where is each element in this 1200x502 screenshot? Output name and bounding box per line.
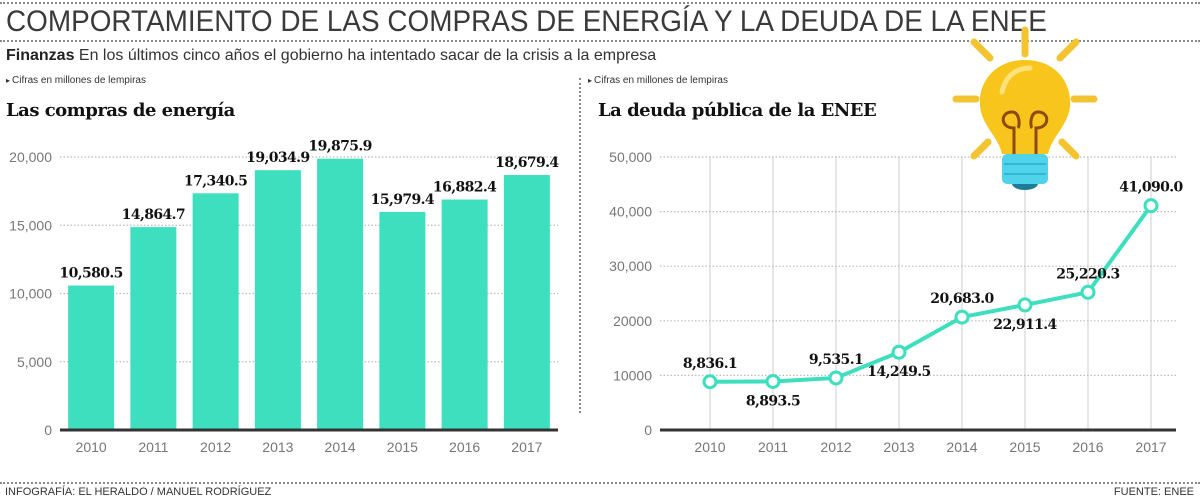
data-point-2010 bbox=[702, 374, 718, 390]
point-value-label: 8,893.5 bbox=[746, 393, 800, 409]
note-marker-icon: ▸ bbox=[588, 76, 593, 85]
x-tick-label: 2011 bbox=[758, 439, 788, 455]
subtitle-text: En los últimos cinco años el gobierno ha… bbox=[74, 47, 657, 64]
page-title: COMPORTAMIENTO DE LAS COMPRAS DE ENERGÍA… bbox=[6, 5, 1047, 38]
bar-value-label: 16,882.4 bbox=[433, 180, 497, 196]
subtitle: Finanzas En los últimos cinco años el go… bbox=[6, 47, 656, 65]
x-tick-label: 2016 bbox=[449, 439, 480, 455]
data-point-2015 bbox=[1017, 297, 1033, 313]
x-tick-label: 2010 bbox=[694, 439, 725, 455]
x-tick-label: 2017 bbox=[511, 439, 542, 455]
data-point-2017 bbox=[1143, 198, 1159, 214]
note-marker-icon: ▸ bbox=[6, 76, 11, 85]
data-point-2016 bbox=[1080, 284, 1096, 300]
left-note-text: Cifras en millones de lempiras bbox=[12, 75, 146, 86]
right-chart-title: La deuda pública de la ENEE bbox=[598, 100, 877, 121]
point-value-label: 41,090.0 bbox=[1119, 180, 1183, 196]
x-tick-label: 2010 bbox=[76, 439, 107, 455]
bar-value-label: 19,034.9 bbox=[246, 150, 309, 166]
y-tick-label: 50,000 bbox=[609, 149, 652, 165]
debt-series-line bbox=[709, 204, 1153, 384]
bar-2016 bbox=[441, 199, 488, 430]
bar-2015 bbox=[379, 211, 426, 430]
y-tick-label: 40,000 bbox=[609, 204, 652, 220]
x-tick-label: 2014 bbox=[325, 439, 356, 455]
lightbulb-icon bbox=[952, 26, 1098, 190]
x-tick-label: 2017 bbox=[1135, 439, 1166, 455]
bar-2013 bbox=[254, 170, 301, 430]
data-point-2013 bbox=[891, 344, 907, 360]
bar-2012 bbox=[192, 193, 239, 430]
point-value-label: 14,249.5 bbox=[867, 364, 930, 380]
line-chart-enee-debt: 0 10000 20000 30,000 40,000 50,000 8,836.1 2010… bbox=[609, 149, 1184, 455]
bar-value-label: 19,875.9 bbox=[308, 139, 371, 155]
source-text: FUENTE: ENEE bbox=[1113, 486, 1194, 498]
bar-value-label: 10,580.5 bbox=[59, 266, 122, 282]
point-value-label: 20,683.0 bbox=[930, 291, 994, 307]
right-chart-note: ▸ Cifras en millones de lempiras bbox=[588, 75, 728, 86]
right-note-text: Cifras en millones de lempiras bbox=[594, 75, 728, 86]
left-chart-note: ▸ Cifras en millones de lempiras bbox=[6, 75, 146, 86]
point-value-label: 9,535.1 bbox=[809, 352, 863, 368]
bar-chart-energy-purchases: 0 5,000 10,000 15,000 20,000 10,580.5 2010 14,8… bbox=[9, 139, 560, 455]
x-tick-label: 2016 bbox=[1072, 439, 1103, 455]
y-tick-label: 20,000 bbox=[9, 149, 52, 165]
x-tick-label: 2015 bbox=[387, 439, 418, 455]
footer-rule bbox=[0, 482, 1200, 484]
bar-value-label: 14,864.7 bbox=[122, 207, 185, 223]
bar-value-label: 18,679.4 bbox=[495, 155, 559, 171]
x-tick-label: 2015 bbox=[1009, 439, 1040, 455]
data-point-2011 bbox=[765, 373, 781, 389]
y-tick-label: 10000 bbox=[613, 367, 652, 383]
point-value-label: 22,911.4 bbox=[993, 317, 1057, 333]
data-point-2012 bbox=[828, 370, 844, 386]
left-chart-title: Las compras de energía bbox=[6, 100, 235, 121]
x-tick-label: 2013 bbox=[262, 439, 293, 455]
y-tick-label: 0 bbox=[644, 422, 652, 438]
point-value-label: 8,836.1 bbox=[683, 356, 737, 372]
x-tick-label: 2012 bbox=[820, 439, 851, 455]
column-divider bbox=[579, 78, 581, 413]
y-tick-label: 10,000 bbox=[9, 286, 52, 302]
title-rule bbox=[0, 40, 1200, 42]
x-tick-label: 2012 bbox=[200, 439, 231, 455]
top-rule bbox=[0, 2, 1200, 4]
y-tick-label: 5,000 bbox=[17, 354, 52, 370]
y-tick-label: 20000 bbox=[613, 313, 652, 329]
bar-2010 bbox=[68, 285, 115, 430]
bar-value-label: 17,340.5 bbox=[184, 173, 247, 189]
y-tick-label: 15,000 bbox=[9, 217, 52, 233]
y-tick-label: 30,000 bbox=[609, 258, 652, 274]
data-point-2014 bbox=[954, 309, 970, 325]
subtitle-section: Finanzas bbox=[6, 47, 75, 64]
point-value-label: 25,220.3 bbox=[1056, 266, 1119, 282]
x-tick-label: 2013 bbox=[883, 439, 914, 455]
credit-text: INFOGRAFÍA: EL HERALDO / MANUEL RODRÍGUE… bbox=[5, 486, 272, 498]
bar-value-label: 15,979.4 bbox=[371, 192, 435, 208]
y-tick-label: 0 bbox=[44, 422, 52, 438]
bar-2014 bbox=[317, 158, 364, 430]
x-tick-label: 2011 bbox=[138, 439, 168, 455]
bar-2011 bbox=[130, 227, 177, 430]
x-tick-label: 2014 bbox=[946, 439, 977, 455]
bar-2017 bbox=[503, 175, 550, 430]
